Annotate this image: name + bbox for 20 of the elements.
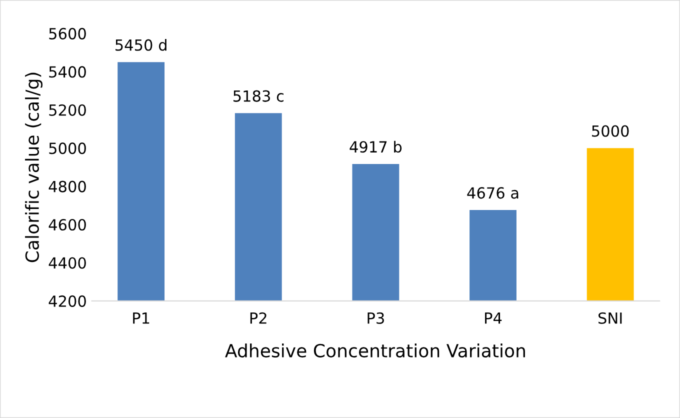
data-label: 5000 [592,125,629,137]
data-label: 5450 d [116,38,166,51]
y-tick-label: 5200 [49,104,86,116]
y-tick-label: 4800 [48,180,86,192]
y-tick-label: 4400 [48,257,86,269]
x-tick-label: P2 [250,312,266,324]
y-tick-label: 4600 [48,218,86,231]
y-axis-title: Calorific value (cal/g) [25,72,42,262]
y-tick-label: 5400 [49,66,86,78]
y-tick-label: 5000 [49,142,86,154]
x-tick-label: P4 [485,312,502,324]
x-axis-title: Adhesive Concentration Variation [225,344,525,358]
x-tick-label: P3 [368,312,384,324]
x-tick-label: P1 [133,312,150,324]
data-label: 4676 a [467,187,518,199]
y-tick-label: 5600 [49,28,86,40]
x-tick-label: SNI [598,312,622,324]
data-label: 4917 b [350,140,402,153]
y-tick-label: 4200 [48,295,86,307]
data-label: 5183 c [233,90,284,102]
